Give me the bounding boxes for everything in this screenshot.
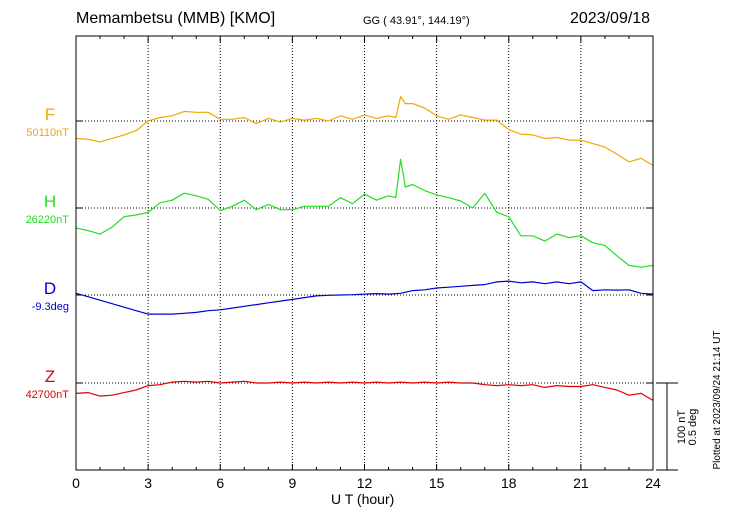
series-baseline-label-d: -9.3deg xyxy=(32,301,69,313)
series-line-h xyxy=(75,158,654,268)
frame-layer xyxy=(75,35,678,471)
x-tick-label: 6 xyxy=(216,475,224,491)
series-name-z: Z xyxy=(45,367,55,386)
x-tick-label: 15 xyxy=(429,475,445,491)
series-line-d xyxy=(75,280,654,315)
x-tick-label: 18 xyxy=(501,475,517,491)
series-line-z xyxy=(75,380,654,401)
grid-layer xyxy=(76,36,653,470)
series-baseline-label-f: 50110nT xyxy=(26,127,69,139)
x-tick-label: 12 xyxy=(357,475,373,491)
x-axis-label: U T (hour) xyxy=(331,491,395,507)
x-tick-label: 3 xyxy=(144,475,152,491)
scale-bar-nt-label: 100 nT xyxy=(676,410,688,445)
series-line-f xyxy=(75,95,654,166)
series-layer xyxy=(75,95,654,401)
plotted-timestamp: Plotted at 2023/09/24 21:14 UT xyxy=(712,330,723,470)
series-baseline-label-h: 26220nT xyxy=(26,214,70,226)
chart-date: 2023/09/18 xyxy=(570,10,651,27)
series-name-f: F xyxy=(45,105,55,124)
scale-bar-deg-label: 0.5 deg xyxy=(687,409,699,446)
series-name-d: D xyxy=(44,279,56,298)
station-coordinates: GG ( 43.91°, 144.19°) xyxy=(363,15,470,27)
series-baseline-label-z: 42700nT xyxy=(26,389,70,401)
station-title: Memambetsu (MMB) [KMO] xyxy=(76,10,276,27)
x-tick-label: 24 xyxy=(645,475,661,491)
x-tick-label: 0 xyxy=(72,475,80,491)
series-name-h: H xyxy=(44,192,56,211)
x-tick-label: 9 xyxy=(288,475,296,491)
x-tick-label: 21 xyxy=(573,475,589,491)
label-layer: F 50110nT H 26220nT D -9.3deg Z 42700nT 0 3 6 9 12 15… xyxy=(26,105,699,491)
